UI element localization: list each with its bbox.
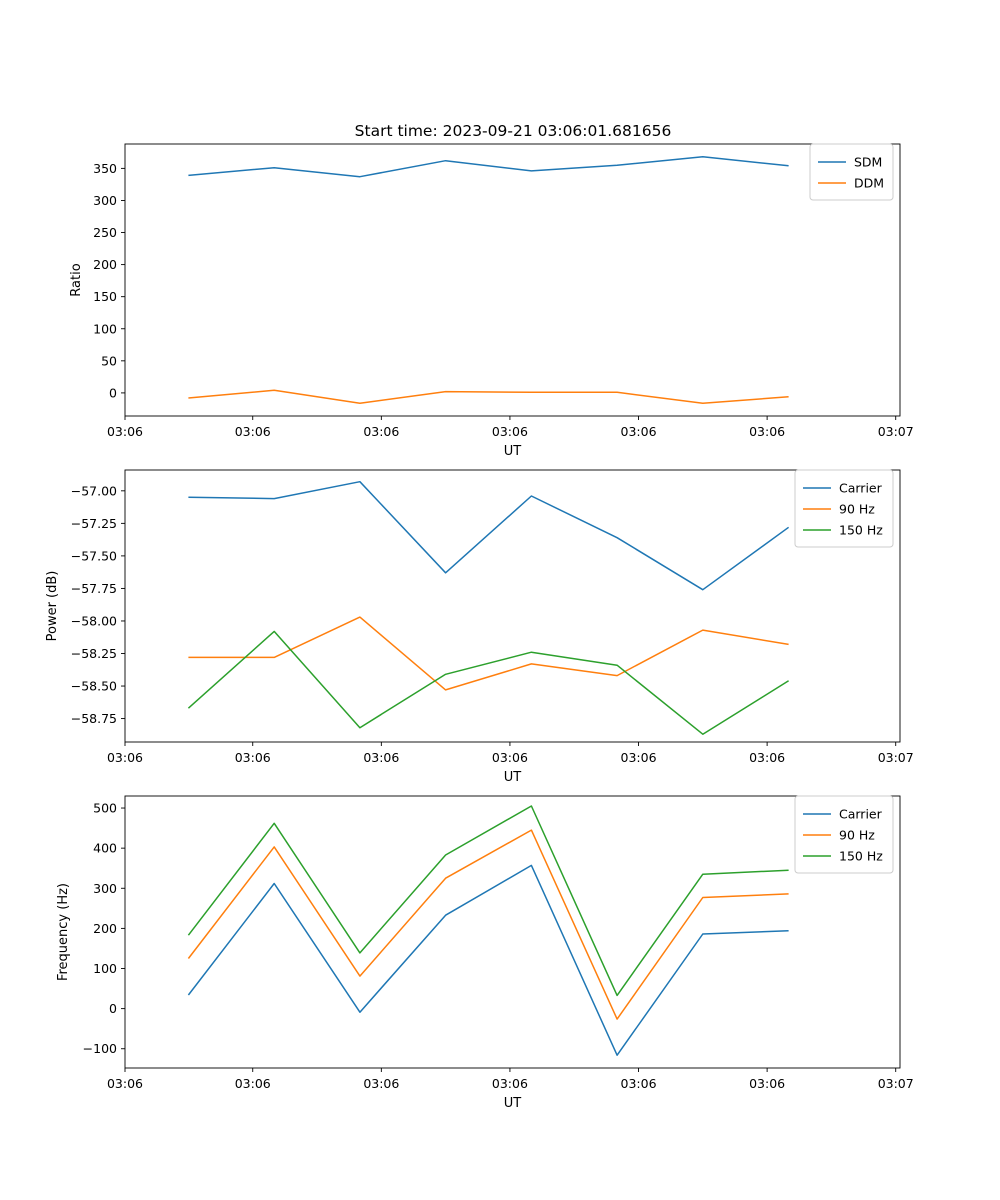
legend-label: DDM [854, 176, 884, 191]
legend-box [794, 795, 894, 874]
y-tick-label: −57.00 [71, 483, 117, 498]
x-tick-label: 03:06 [363, 750, 399, 765]
y-tick-label: 300 [93, 881, 117, 896]
y-tick-label: −100 [83, 1041, 117, 1056]
x-axis-label: UT [504, 1096, 522, 1111]
y-tick-label: 150 [93, 289, 117, 304]
legend-label: Carrier [839, 481, 883, 496]
series-line-carrier [187, 864, 789, 1056]
y-tick-label: −58.50 [71, 679, 117, 694]
x-tick-label: 03:07 [878, 1076, 914, 1091]
y-tick-label: −57.50 [71, 548, 117, 563]
x-tick-label: 03:06 [107, 1076, 143, 1091]
legend-label: 150 Hz [839, 849, 883, 864]
series-line-ddm [188, 389, 789, 404]
legend: Carrier 90 Hz 150 Hz [794, 795, 894, 874]
x-tick-label: 03:07 [878, 424, 914, 439]
plot-frame [124, 143, 901, 417]
series-line-90-hz [188, 616, 789, 691]
legend: Carrier 90 Hz 150 Hz [794, 469, 894, 548]
y-tick-label: 300 [93, 193, 117, 208]
x-axis-label: UT [504, 444, 522, 459]
legend-label: 90 Hz [839, 828, 875, 843]
x-tick-label: 03:06 [363, 424, 399, 439]
x-tick-label: 03:06 [492, 424, 528, 439]
y-tick-label: 100 [93, 961, 117, 976]
y-tick-label: 250 [93, 225, 117, 240]
y-tick-label: 200 [93, 257, 117, 272]
x-tick-label: 03:06 [107, 750, 143, 765]
x-tick-label: 03:06 [621, 750, 657, 765]
y-tick-label: −58.25 [71, 646, 117, 661]
x-axis-label: UT [504, 770, 522, 785]
figure-title: Start time: 2023-09-21 03:06:01.681656 [355, 122, 672, 140]
y-tick-label: −58.75 [71, 711, 117, 726]
legend-box [794, 469, 894, 548]
x-tick-label: 03:06 [235, 424, 271, 439]
x-tick-label: 03:06 [363, 1076, 399, 1091]
x-tick-label: 03:06 [235, 1076, 271, 1091]
x-tick-label: 03:06 [621, 1076, 657, 1091]
y-tick-label: 50 [101, 353, 117, 368]
y-tick-label: 0 [109, 1001, 117, 1016]
y-tick-label: 350 [93, 161, 117, 176]
legend-label: 90 Hz [839, 502, 875, 517]
series-line-carrier [188, 480, 790, 591]
y-tick-label: 500 [93, 801, 117, 816]
legend-label: SDM [854, 155, 882, 170]
y-tick-label: 100 [93, 321, 117, 336]
x-tick-label: 03:06 [107, 424, 143, 439]
x-tick-label: 03:06 [492, 750, 528, 765]
y-axis-label: Frequency (Hz) [56, 883, 71, 981]
plot-frame [124, 469, 901, 743]
y-tick-label: 0 [109, 385, 117, 400]
y-tick-label: 400 [93, 841, 117, 856]
legend: SDM DDM [809, 143, 894, 201]
legend-label: Carrier [839, 807, 883, 822]
y-tick-label: −58.00 [71, 613, 117, 628]
series-line-150-hz [187, 805, 789, 997]
x-tick-label: 03:06 [235, 750, 271, 765]
x-tick-label: 03:06 [749, 1076, 785, 1091]
y-axis-label: Power (dB) [45, 571, 60, 642]
plot-frame [124, 795, 901, 1069]
y-tick-label: −57.75 [71, 581, 117, 596]
x-tick-label: 03:06 [492, 1076, 528, 1091]
chart-1: 03:06 03:06 03:06 03:06 03:06 03:06 03:07 0 50 10… [69, 143, 914, 459]
x-tick-label: 03:07 [878, 750, 914, 765]
x-tick-label: 03:06 [621, 424, 657, 439]
x-tick-label: 03:06 [749, 750, 785, 765]
chart-2: 03:06 03:06 03:06 03:06 03:06 03:06 03:07 −57.0… [45, 469, 914, 785]
series-line-150-hz [187, 630, 789, 735]
series-line-90-hz [187, 829, 789, 1020]
x-tick-label: 03:06 [749, 424, 785, 439]
legend-label: 150 Hz [839, 523, 883, 538]
y-axis-label: Ratio [69, 263, 84, 296]
y-tick-label: −57.25 [71, 516, 117, 531]
legend-box [809, 143, 894, 201]
chart-3: 03:06 03:06 03:06 03:06 03:06 03:06 03:07 −100 0… [56, 795, 914, 1111]
series-line-sdm [188, 156, 789, 178]
y-tick-label: 200 [93, 921, 117, 936]
